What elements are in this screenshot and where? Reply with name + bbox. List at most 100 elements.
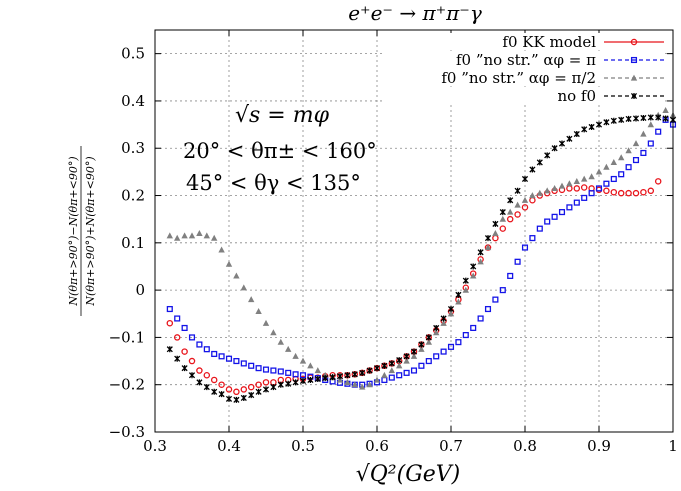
data-point	[640, 149, 647, 157]
data-point	[603, 187, 610, 195]
data-point	[188, 372, 196, 379]
data-point	[647, 140, 654, 147]
data-point	[233, 358, 240, 365]
data-point	[240, 284, 247, 291]
data-point	[418, 345, 425, 352]
data-point	[203, 384, 210, 391]
annotation-theta-pi: 20° < θπ± < 160°	[183, 139, 377, 163]
legend-label: f0 ”no str.” αφ = π	[456, 51, 596, 69]
data-point	[233, 396, 240, 403]
data-point	[314, 375, 321, 383]
data-point	[470, 324, 477, 332]
data-point	[292, 379, 299, 386]
data-point	[181, 365, 188, 372]
data-point	[447, 343, 455, 350]
data-point	[492, 229, 499, 236]
data-point	[248, 392, 255, 399]
data-point	[529, 192, 536, 199]
plot-frame	[154, 29, 674, 433]
data-point	[514, 211, 521, 218]
data-point	[499, 287, 506, 294]
data-point	[662, 115, 669, 122]
data-point	[640, 188, 647, 196]
data-point	[447, 310, 455, 317]
data-point	[262, 386, 270, 393]
series-3	[166, 114, 677, 403]
series-layer	[166, 107, 677, 403]
data-point	[240, 386, 248, 393]
data-point	[285, 380, 292, 387]
data-point	[359, 383, 366, 390]
data-point	[285, 369, 292, 376]
data-point	[247, 383, 255, 391]
data-point	[610, 159, 617, 166]
data-point	[632, 157, 640, 164]
data-point	[166, 232, 173, 239]
data-point	[455, 291, 462, 298]
data-point	[529, 235, 536, 242]
data-point	[447, 305, 455, 313]
data-point	[521, 175, 529, 183]
x-tick-label: 0.5	[291, 437, 315, 455]
data-point	[630, 56, 638, 64]
data-point	[218, 246, 225, 253]
data-point	[255, 381, 262, 388]
data-point	[499, 209, 506, 216]
data-point	[603, 119, 610, 126]
data-point	[536, 159, 543, 166]
x-tick-label: 0.7	[439, 437, 463, 455]
data-point	[581, 175, 588, 182]
data-point	[647, 187, 655, 195]
data-point	[196, 341, 203, 348]
data-point	[307, 376, 314, 384]
y-tick-label: −0.2	[109, 376, 145, 394]
data-point	[173, 334, 181, 341]
data-point	[433, 324, 440, 332]
data-point	[418, 341, 425, 348]
y-axis-label: N(θπ+>90°)−N(θπ+<90°) N(θπ+>90°)+N(θπ+<9…	[67, 146, 97, 316]
legend-item-background	[383, 51, 665, 68]
data-point	[566, 185, 573, 192]
x-tick-label: 0.6	[365, 437, 389, 455]
data-point	[299, 372, 307, 379]
y-axis-label-numerator: N(θπ+>90°)−N(θπ+<90°)	[67, 156, 80, 306]
data-point	[314, 367, 321, 374]
data-point	[344, 372, 351, 379]
data-point	[506, 215, 514, 223]
data-point	[248, 362, 255, 369]
legend-item: no f0	[383, 87, 665, 105]
data-point	[225, 260, 233, 267]
data-point	[381, 376, 388, 384]
data-point	[521, 196, 529, 203]
data-point	[462, 331, 469, 339]
data-point	[647, 121, 654, 128]
data-point	[521, 204, 529, 211]
data-point	[373, 376, 381, 383]
data-point	[558, 140, 566, 147]
data-point	[299, 357, 307, 364]
data-point	[630, 38, 638, 46]
y-axis-label-denominator: N(θπ+>90°)+N(θπ+<90°)	[84, 156, 97, 306]
data-point	[581, 126, 588, 133]
data-point	[277, 338, 284, 345]
data-point	[477, 258, 484, 265]
data-point	[403, 353, 410, 360]
data-point	[396, 357, 403, 364]
y-tick-label: 0.5	[121, 45, 145, 63]
y-tick-label: 0.3	[121, 139, 145, 157]
x-tick-label: 0.8	[513, 437, 537, 455]
legend-item-background	[383, 87, 665, 104]
x-tick-label: 0.4	[217, 437, 241, 455]
data-point	[521, 244, 529, 251]
annotation-sqrt-s: √s = mφ	[235, 103, 330, 128]
data-point	[285, 345, 292, 352]
data-point	[336, 376, 344, 383]
data-point	[433, 329, 440, 336]
data-point	[425, 338, 432, 345]
data-point	[455, 339, 462, 346]
data-point	[477, 249, 484, 256]
y-tick-label: 0.4	[121, 92, 145, 110]
legend-item: f0 ”no str.” αφ = π/2	[383, 69, 665, 87]
data-point	[188, 334, 196, 341]
